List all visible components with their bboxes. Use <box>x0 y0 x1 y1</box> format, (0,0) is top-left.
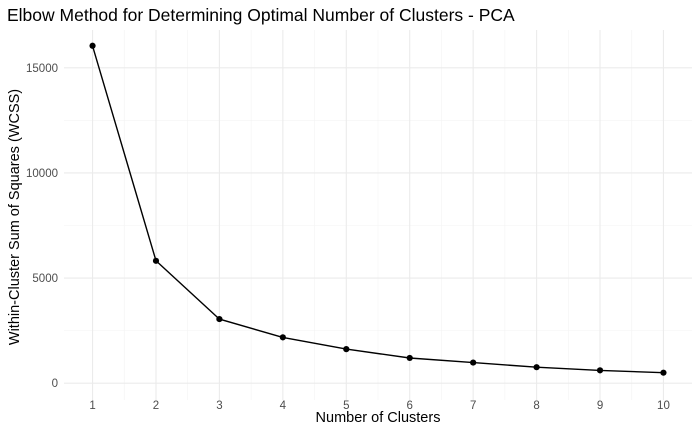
data-point <box>406 354 413 362</box>
x-tick-label: 10 <box>657 400 670 412</box>
x-tick-label: 1 <box>89 400 95 412</box>
y-tick-label: 5000 <box>32 273 58 285</box>
x-axis-title: Number of Clusters <box>316 410 441 426</box>
y-tick-label: 10000 <box>26 168 58 180</box>
data-point <box>660 369 667 376</box>
wcss-series-line <box>91 45 664 374</box>
grid-lines <box>64 30 692 400</box>
data-point <box>533 364 540 371</box>
x-tick-label: 5 <box>343 400 349 412</box>
data-point <box>279 334 286 341</box>
data-point <box>343 346 350 353</box>
data-point <box>596 367 604 374</box>
data-point <box>89 42 96 49</box>
y-tick-label: 15000 <box>26 63 58 75</box>
chart-title: Elbow Method for Determining Optimal Num… <box>7 5 515 25</box>
x-tick-label: 9 <box>597 400 603 412</box>
wcss-series-points <box>89 42 667 376</box>
x-tick-label: 8 <box>533 400 539 412</box>
x-tick-label: 7 <box>470 400 476 412</box>
y-axis-title: Within-Cluster Sum of Squares (WCSS) <box>7 89 23 345</box>
x-tick-label: 6 <box>407 400 413 412</box>
y-tick-labels: 0 5000 10000 15000 <box>26 63 58 390</box>
x-tick-label: 2 <box>153 400 159 412</box>
data-point <box>470 359 477 366</box>
data-point <box>216 315 223 323</box>
x-tick-label: 3 <box>216 400 222 412</box>
x-tick-label: 4 <box>280 400 287 412</box>
data-point <box>152 257 160 264</box>
y-tick-label: 0 <box>52 378 58 390</box>
x-tick-labels: 1 2 3 4 5 6 7 8 9 10 <box>89 400 670 412</box>
